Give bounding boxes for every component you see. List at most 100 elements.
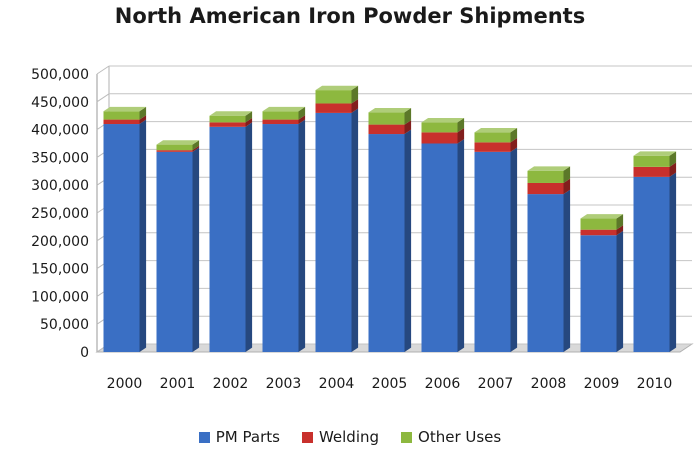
x-tick-label: 2002 [213, 376, 249, 392]
y-tick-label: 300,000 [31, 178, 89, 194]
gridline-diagonal [96, 65, 110, 75]
y-tick-label: 350,000 [31, 150, 89, 166]
bar-segment-welding [368, 124, 405, 135]
bar-segment-welding [209, 122, 246, 127]
bar-segment-pm-parts [580, 235, 617, 352]
bar-side-pm-parts [351, 108, 359, 353]
bar-side-other-uses [669, 151, 677, 167]
y-tick-label: 50,000 [40, 317, 89, 333]
x-tick-label: 2003 [266, 376, 302, 392]
bar-side-pm-parts [563, 189, 571, 352]
legend-label-welding: Welding [318, 428, 380, 446]
bar-side-pm-parts [245, 122, 253, 352]
x-tick-label: 2009 [584, 376, 620, 392]
legend-label-pm-parts: PM Parts [215, 428, 280, 446]
bar-side-other-uses [616, 214, 624, 230]
bar-side-welding [457, 127, 465, 144]
y-tick-label: 150,000 [31, 262, 89, 278]
legend-swatch-welding [301, 431, 313, 443]
bar-segment-pm-parts [368, 134, 405, 352]
bar-segment-welding [633, 166, 670, 177]
bar-segment-other-uses [368, 112, 405, 125]
bar-segment-other-uses [421, 122, 458, 133]
bar-segment-other-uses [262, 111, 299, 120]
bar-segment-other-uses [527, 170, 564, 183]
bar-segment-other-uses [580, 218, 617, 230]
bar-segment-welding [156, 150, 193, 152]
x-tick-label: 2005 [372, 376, 408, 392]
bar-top [315, 85, 359, 91]
bar-segment-pm-parts [633, 176, 670, 352]
legend-swatch-pm-parts [198, 431, 210, 443]
bar-segment-other-uses [474, 132, 511, 143]
x-tick-label: 2007 [478, 376, 514, 392]
bar-segment-pm-parts [474, 151, 511, 352]
bar-side-welding [510, 137, 518, 152]
chart-title: North American Iron Powder Shipments [114, 4, 586, 28]
bar-top [156, 140, 200, 145]
bar-side-welding [192, 145, 200, 152]
bar-segment-other-uses [156, 144, 193, 151]
bar-side-welding [298, 115, 306, 125]
bar-top [262, 106, 306, 112]
bar-segment-pm-parts [156, 151, 193, 352]
bar-top [633, 151, 677, 156]
bar-side-pm-parts [616, 230, 624, 352]
x-tick-label: 2008 [531, 376, 567, 392]
y-tick-label: 450,000 [31, 95, 89, 111]
x-tick-label: 2006 [425, 376, 461, 392]
bar-side-pm-parts [139, 119, 147, 352]
y-tick-label: 400,000 [31, 123, 89, 139]
bar-side-other-uses [139, 106, 147, 120]
bar-side-other-uses [457, 117, 465, 133]
y-tick-label: 500,000 [31, 67, 89, 83]
chart-legend: PM Parts Welding Other Uses [0, 428, 700, 446]
legend-item-other-uses: Other Uses [401, 428, 501, 446]
bar-segment-other-uses [633, 155, 670, 167]
bar-segment-welding [474, 142, 511, 152]
bar-top [421, 117, 465, 123]
bar-side-welding [669, 162, 677, 177]
bar-segment-pm-parts [527, 194, 564, 352]
bar-side-pm-parts [510, 147, 518, 352]
bar-segment-welding [527, 182, 564, 195]
bar-side-welding [404, 120, 412, 135]
bar-segment-other-uses [103, 111, 140, 120]
y-tick-label: 100,000 [31, 289, 89, 305]
x-tick-label: 2010 [637, 376, 673, 392]
bar-segment-welding [580, 229, 617, 236]
bar-side-welding [139, 115, 147, 125]
bar-top [580, 214, 624, 219]
legend-label-other-uses: Other Uses [418, 428, 502, 446]
bar-segment-welding [262, 119, 299, 125]
bar-side-other-uses [510, 127, 518, 143]
y-tick-label: 250,000 [31, 206, 89, 222]
bar-segment-other-uses [209, 115, 246, 123]
bar-segment-pm-parts [103, 124, 140, 352]
bar-side-pm-parts [298, 119, 306, 352]
bar-side-pm-parts [404, 129, 412, 352]
x-tick-label: 2000 [107, 376, 143, 392]
bar-top [209, 111, 253, 116]
x-tick-label: 2001 [160, 376, 196, 392]
bar-segment-other-uses [315, 90, 352, 104]
bar-side-pm-parts [669, 172, 677, 352]
bar-side-welding [351, 99, 359, 113]
legend-item-welding: Welding [301, 428, 380, 446]
bar-segment-welding [421, 132, 458, 144]
y-tick-label: 0 [80, 345, 89, 361]
bar-segment-welding [103, 119, 140, 125]
bar-side-other-uses [298, 106, 306, 120]
bar-top [474, 127, 518, 133]
bar-top [103, 106, 147, 112]
bar-side-welding [563, 178, 571, 195]
legend-item-pm-parts: PM Parts [198, 428, 280, 446]
bar-side-other-uses [563, 166, 571, 183]
x-tick-label: 2004 [319, 376, 355, 392]
bar-segment-pm-parts [209, 126, 246, 352]
bar-side-other-uses [245, 111, 253, 123]
bar-segment-pm-parts [315, 112, 352, 352]
bar-top [368, 107, 412, 113]
y-tick-label: 200,000 [31, 234, 89, 250]
legend-swatch-other-uses [401, 431, 413, 443]
